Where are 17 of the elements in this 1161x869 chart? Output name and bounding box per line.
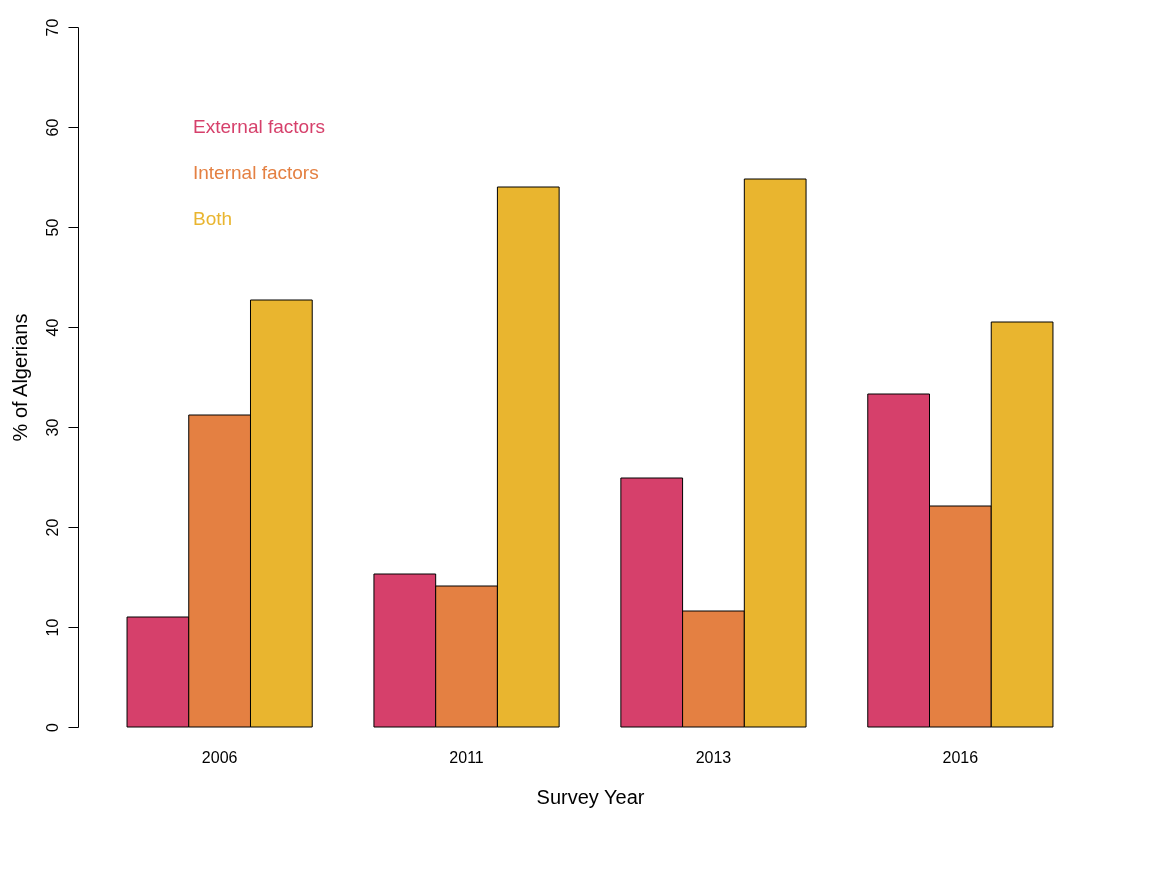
y-tick-label: 30 [43, 418, 61, 437]
y-tick-label: 70 [43, 18, 61, 37]
y-axis-title: % of Algerians [8, 313, 31, 442]
y-tick-label: 60 [43, 118, 61, 137]
y-tick-label: 40 [43, 318, 61, 337]
text: Both [193, 207, 233, 229]
y-tick-label: 0 [43, 722, 61, 732]
text: External factors [193, 115, 325, 137]
x-axis-title: Survey Year [536, 785, 645, 808]
y-tick-label: 10 [43, 618, 61, 637]
text: Internal factors [193, 161, 319, 183]
x-tick-label: 2006 [201, 748, 238, 766]
y-tick-label: 50 [43, 218, 61, 237]
x-tick-label: 2016 [942, 748, 979, 766]
x-tick-label: 2013 [695, 748, 732, 766]
y-tick-label: 20 [43, 518, 61, 537]
x-tick-label: 2011 [449, 748, 484, 766]
